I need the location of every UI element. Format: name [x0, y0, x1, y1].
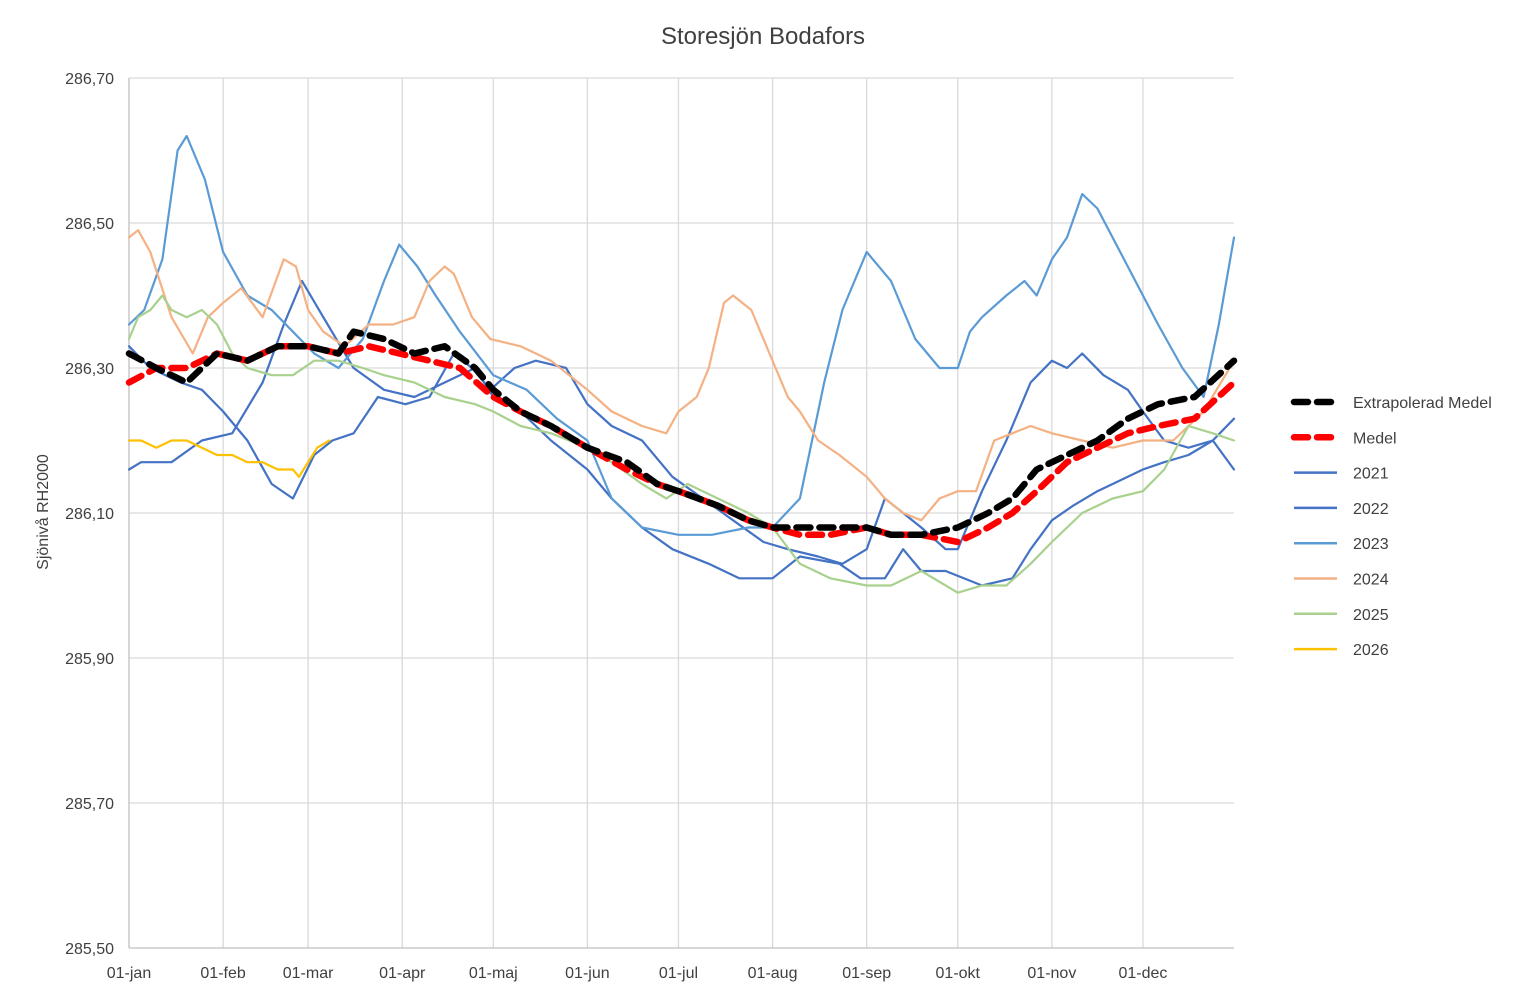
series-line-2026	[127, 439, 331, 478]
legend-label: 2022	[1353, 501, 1389, 518]
y-axis-label: Sjönivå RH2000	[34, 454, 52, 570]
y-tick-label: 286,70	[65, 71, 114, 88]
series-line-2024	[127, 229, 1236, 522]
x-tick-label: 01-jun	[565, 965, 609, 982]
legend-label: Extrapolerad Medel	[1353, 395, 1492, 412]
x-tick-label: 01-okt	[936, 965, 981, 982]
legend-label: 2024	[1353, 572, 1389, 589]
y-tick-label: 286,30	[65, 361, 114, 378]
y-tick-label: 285,90	[65, 651, 114, 668]
y-tick-label: 285,70	[65, 796, 114, 813]
x-tick-label: 01-aug	[748, 965, 798, 982]
series-line-2025	[127, 294, 1236, 594]
legend-label: 2023	[1353, 536, 1389, 553]
x-tick-label: 01-apr	[379, 965, 426, 982]
x-tick-label: 01-dec	[1118, 965, 1167, 982]
x-tick-label: 01-mar	[283, 965, 334, 982]
legend-label: 2025	[1353, 607, 1389, 624]
x-tick-label: 01-feb	[200, 965, 245, 982]
series-line-2022	[127, 279, 1236, 587]
legend-label: 2026	[1353, 642, 1389, 659]
series-lines	[125, 134, 1238, 594]
y-tick-label: 286,50	[65, 216, 114, 233]
legend-label: 2021	[1353, 466, 1389, 483]
x-tick-label: 01-nov	[1027, 965, 1076, 982]
x-tick-label: 01-maj	[469, 965, 518, 982]
y-tick-label: 286,10	[65, 506, 114, 523]
x-tick-label: 01-jan	[107, 965, 151, 982]
x-tick-label: 01-jul	[659, 965, 698, 982]
gridlines	[129, 77, 1234, 948]
x-tick-label: 01-sep	[842, 965, 891, 982]
legend-label: Medel	[1353, 430, 1397, 447]
chart-title: Storesjön Bodafors	[661, 23, 865, 50]
x-tick-labels: 01-jan 01-feb 01-mar 01-apr 01-maj 01-jun 01-j…	[107, 965, 1168, 982]
series-line-extrapolerad-medel	[125, 328, 1238, 539]
axes	[128, 78, 1234, 949]
legend: Extrapolerad Medel Medel 2021 2022 2023 2024 2…	[1290, 395, 1492, 659]
y-tick-label: 285,50	[65, 941, 114, 958]
series-line-2023	[127, 134, 1236, 536]
y-tick-labels: 285,50 285,70 285,90 286,10 286,30 286,50 286,…	[65, 71, 114, 958]
